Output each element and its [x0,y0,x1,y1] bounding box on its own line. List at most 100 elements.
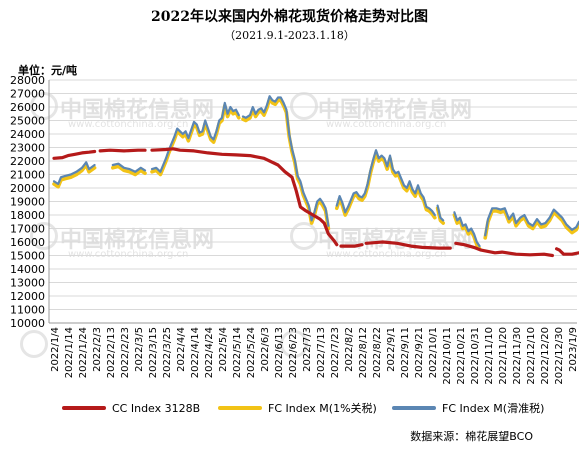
x-tick-label: 2022/2/3 [92,327,103,372]
x-tick-label: 2022/3/25 [162,327,173,378]
x-tick-label: 2022/8/12 [358,327,369,378]
x-tick-label: 2022/5/24 [246,327,257,378]
y-tick-label: 21000 [10,169,45,182]
x-tick-label: 2022/12/10 [526,327,537,385]
y-tick-label: 25000 [10,115,45,128]
series-line-cc [454,241,555,258]
watermark-site: www.cottonchina.org.cn [326,119,447,130]
series-line-cc [339,243,364,248]
watermark-site: www.cottonchina.org.cn [68,119,189,130]
x-tick-label: 2022/11/10 [484,327,495,385]
x-tick-label: 2022/1/4 [50,327,61,372]
x-tick-label: 2022/3/5 [134,327,145,372]
series-line-fc2 [436,204,445,222]
x-tick-label: 2022/2/13 [106,327,117,378]
watermark-logo-icon [30,92,58,120]
x-tick-label: 2022/5/4 [218,327,229,372]
x-tick-label: 2022/12/20 [540,327,551,385]
x-tick-label: 2022/4/4 [176,327,187,372]
watermark-logo-icon [280,330,308,358]
y-tick-label: 18000 [10,209,45,222]
legend-label-fc2: FC Index M(滑准税) [442,402,545,415]
y-axis-unit-label: 单位：元/吨 [18,64,78,77]
x-tick-label: 2022/7/23 [330,327,341,378]
watermark-brand: 中国棉花信息网 [60,228,215,253]
x-tick-label: 2022/12/30 [554,327,565,385]
x-tick-label: 2022/10/1 [428,327,439,378]
series-line-cc [98,148,147,153]
legend-item-fc1: FC Index M(1%关税) [218,400,377,416]
x-tick-label: 2022/9/21 [414,327,425,378]
chart-title: 2022年以来国内外棉花现货价格走势对比图 [151,9,428,25]
series-line-fc2 [484,207,579,237]
x-tick-label: 2022/10/11 [442,327,453,385]
x-tick-label: 2022/10/31 [470,327,481,385]
x-tick-label: 2022/4/14 [190,327,201,378]
series-line-fc1 [111,164,147,177]
x-tick-label: 2022/7/13 [316,327,327,378]
watermark-site: www.cottonchina.org.cn [326,249,447,260]
legend-item-fc2: FC Index M(滑准税) [392,400,544,416]
y-tick-label: 20000 [10,182,45,195]
x-tick-label: 2022/2/23 [120,327,131,378]
x-tick-label: 2022/4/24 [204,327,215,378]
series-line-fc1 [150,103,241,177]
watermark-logo-icon [20,330,48,358]
y-tick-label: 26000 [10,101,45,114]
legend-label-fc1: FC Index M(1%关税) [268,402,377,415]
y-tick-label: 17000 [10,223,45,236]
series-line-cc [150,147,339,247]
x-tick-label: 2022/7/3 [302,327,313,372]
watermark-logo-icon [290,222,318,250]
watermark-logo-icon [30,222,58,250]
data-source-note: 数据来源：棉花展望BCO [410,430,533,443]
x-tick-label: 2022/3/15 [148,327,159,378]
x-tick-label: 2023/1/9 [568,327,579,372]
series-line-fc2 [335,149,436,217]
series-line-fc2 [241,95,330,227]
y-tick-label: 23000 [10,142,45,155]
y-tick-label: 27000 [10,88,45,101]
x-tick-label: 2022/9/11 [400,327,411,378]
series-line-cc [554,247,579,256]
x-tick-label: 2022/10/21 [456,327,467,385]
x-tick-label: 2022/1/24 [78,327,89,378]
x-tick-label: 2022/11/20 [498,327,509,385]
y-tick-label: 13000 [10,277,45,290]
y-tick-label: 24000 [10,128,45,141]
series-line-fc2 [453,211,481,248]
x-tick-label: 2022/8/2 [344,327,355,372]
x-tick-label: 2022/6/3 [260,327,271,372]
series-line-fc2 [111,162,147,173]
x-tick-label: 2022/6/23 [288,327,299,378]
y-tick-label: 12000 [10,290,45,303]
y-tick-label: 28000 [10,74,45,87]
y-tick-label: 16000 [10,236,45,249]
legend-swatch-fc2 [392,406,436,410]
x-tick-label: 2022/1/14 [64,327,75,378]
y-tick-label: 14000 [10,263,45,276]
watermark-brand: 中国棉花信息网 [318,98,473,123]
legend-swatch-cc [62,406,106,410]
watermark-site: www.cottonchina.org.cn [68,249,189,260]
x-tick-label: 2022/9/1 [386,327,397,372]
y-tick-label: 10000 [10,317,45,330]
legend-swatch-fc1 [218,406,262,410]
y-tick-label: 11000 [10,304,45,317]
series-line-fc2 [52,161,96,186]
chart-subtitle: （2021.9.1-2023.1.18） [224,29,355,42]
x-tick-label: 2022/11/30 [512,327,523,385]
watermark-brand: 中国棉花信息网 [60,98,215,123]
series-line-cc [52,149,97,160]
y-tick-label: 19000 [10,196,45,209]
series-line-cc [364,240,452,250]
x-tick-label: 2022/6/13 [274,327,285,378]
x-tick-label: 2022/8/22 [372,327,383,378]
x-tick-label: 2022/5/14 [232,327,243,378]
y-tick-label: 22000 [10,155,45,168]
y-tick-label: 15000 [10,250,45,263]
legend-item-cc: CC Index 3128B [62,400,200,416]
legend-label-cc: CC Index 3128B [112,401,201,415]
series-line-fc1 [483,209,579,240]
